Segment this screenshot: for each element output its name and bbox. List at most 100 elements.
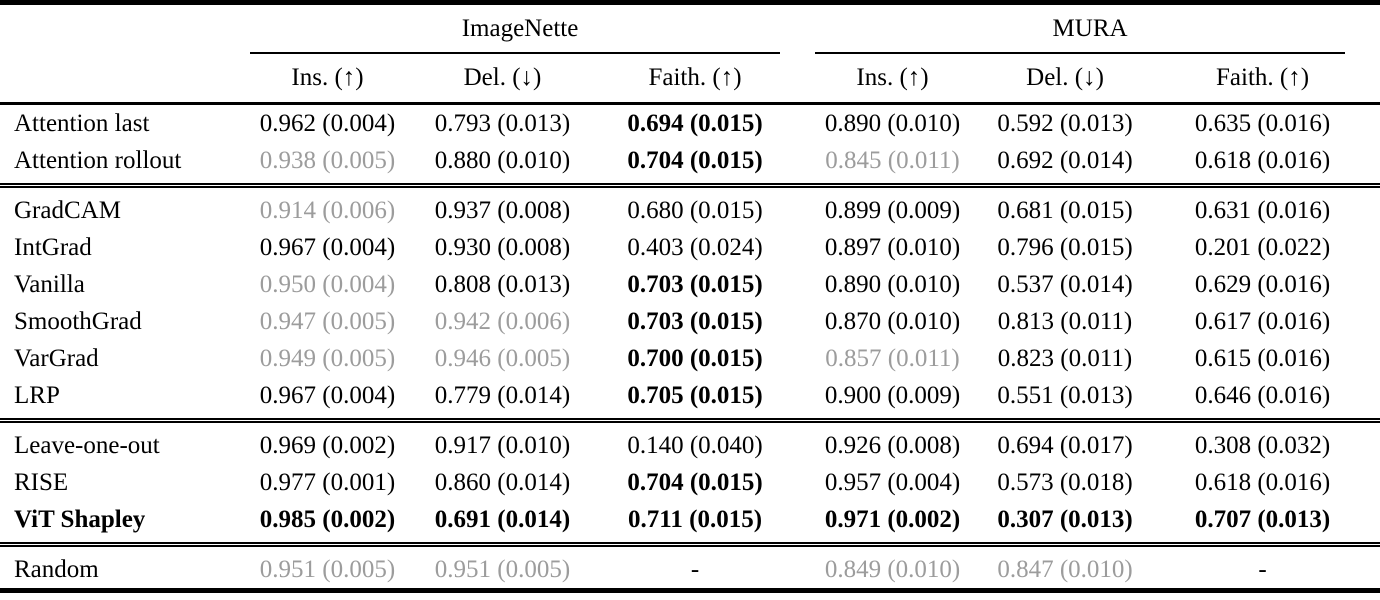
metric-value-cell: 0.551 (0.013): [997, 381, 1133, 409]
metric-value-cell: 0.950 (0.004): [259, 270, 396, 298]
metric-value-cell: 0.694 (0.017): [997, 431, 1133, 459]
metric-value-cell: 0.618 (0.016): [1194, 146, 1331, 174]
metric-value-cell: 0.985 (0.002): [259, 505, 396, 533]
metric-value-cell: 0.592 (0.013): [997, 109, 1133, 137]
method-label: Attention last: [14, 109, 150, 137]
metric-value-cell: 0.951 (0.005): [434, 555, 571, 583]
metric-value-cell: 0.618 (0.016): [1194, 468, 1331, 496]
metric-value-cell: -: [690, 555, 700, 583]
metric-value-cell: 0.967 (0.004): [259, 233, 396, 261]
dataset-label-imagenette: ImageNette: [461, 15, 579, 42]
metric-value-cell: 0.926 (0.008): [824, 431, 961, 459]
metric-value-cell: 0.793 (0.013): [434, 109, 571, 137]
metric-value-cell: 0.967 (0.004): [259, 381, 396, 409]
metric-value-cell: 0.962 (0.004): [259, 109, 396, 137]
metric-value-cell: 0.890 (0.010): [824, 109, 961, 137]
metric-value-cell: 0.808 (0.013): [434, 270, 571, 298]
method-label: IntGrad: [14, 233, 92, 261]
metric-value-cell: 0.899 (0.009): [824, 196, 961, 224]
mura-cmidrule: [815, 52, 1346, 54]
metric-value-cell: 0.308 (0.032): [1194, 431, 1331, 459]
metric-value-cell: 0.691 (0.014): [434, 505, 571, 533]
metric-header-imagenette-deletion: Del. (↓): [415, 54, 590, 105]
table-row: VarGrad 0.949 (0.005) 0.946 (0.005) 0.700 (…: [0, 340, 1380, 377]
dataset-group-mura: MURA: [800, 3, 1380, 54]
metric-value-cell: 0.880 (0.010): [434, 146, 571, 174]
metric-value-cell: 0.930 (0.008): [434, 233, 571, 261]
metric-value-cell: 0.823 (0.011): [997, 344, 1133, 372]
metric-value-cell: 0.938 (0.005): [259, 146, 396, 174]
results-table-body: Attention last 0.962 (0.004) 0.793 (0.013)…: [0, 104, 1380, 591]
metric-value-cell: 0.870 (0.010): [824, 307, 961, 335]
metric-value-cell: 0.914 (0.006): [259, 196, 396, 224]
metric-header-mura-insertion: Ins. (↑): [800, 54, 986, 105]
metric-value-cell: 0.949 (0.005): [259, 344, 396, 372]
metric-value-cell: 0.847 (0.010): [997, 555, 1133, 583]
metric-value-cell: 0.849 (0.010): [824, 555, 961, 583]
group-separator-row: [0, 179, 1380, 192]
metric-value-cell: 0.897 (0.010): [824, 233, 961, 261]
metric-value-cell: 0.857 (0.011): [825, 344, 960, 372]
metric-value-cell: 0.615 (0.016): [1194, 344, 1331, 372]
metric-value-cell: 0.680 (0.015): [627, 196, 763, 224]
method-label: Leave-one-out: [14, 431, 160, 459]
metric-value-cell: 0.707 (0.013): [1194, 505, 1331, 533]
metric-value-cell: 0.796 (0.015): [997, 233, 1133, 261]
method-label: GradCAM: [14, 196, 121, 224]
metric-value-cell: 0.573 (0.018): [997, 468, 1133, 496]
metric-header-mura-faithfulness: Faith. (↑): [1145, 54, 1380, 105]
metric-value-cell: 0.201 (0.022): [1194, 233, 1331, 261]
metric-value-cell: 0.617 (0.016): [1194, 307, 1331, 335]
double-rule: [0, 542, 1380, 547]
metric-value-cell: 0.971 (0.002): [824, 505, 961, 533]
metric-value-cell: 0.631 (0.016): [1194, 196, 1331, 224]
metric-value-cell: 0.646 (0.016): [1194, 381, 1331, 409]
dataset-header-row: ImageNette MURA: [0, 3, 1380, 54]
method-label: Vanilla: [14, 270, 85, 298]
group-separator-row: [0, 414, 1380, 427]
method-label: Attention rollout: [14, 146, 182, 174]
metric-value-cell: 0.703 (0.015): [627, 270, 763, 298]
method-label: Random: [14, 555, 99, 583]
metric-value-cell: 0.681 (0.015): [997, 196, 1133, 224]
metric-header-spacer: [0, 54, 240, 105]
metric-value-cell: 0.704 (0.015): [627, 468, 763, 496]
table-row: Random 0.951 (0.005) 0.951 (0.005) - 0.849 (…: [0, 551, 1380, 591]
table-row: RISE 0.977 (0.001) 0.860 (0.014) 0.704 (0.0…: [0, 464, 1380, 501]
double-rule: [0, 418, 1380, 423]
double-rule: [0, 183, 1380, 188]
metric-value-cell: 0.845 (0.011): [825, 146, 960, 174]
metric-value-cell: 0.140 (0.040): [627, 431, 763, 459]
metric-value-cell: 0.705 (0.015): [627, 381, 763, 409]
metric-value-cell: 0.917 (0.010): [434, 431, 571, 459]
table-row: LRP 0.967 (0.004) 0.779 (0.014) 0.705 (0.01…: [0, 377, 1380, 414]
dataset-label-mura: MURA: [1052, 15, 1128, 42]
metric-value-cell: 0.694 (0.015): [627, 109, 763, 137]
metric-value-cell: 0.969 (0.002): [259, 431, 396, 459]
method-label: VarGrad: [14, 344, 99, 372]
metric-value-cell: 0.937 (0.008): [434, 196, 571, 224]
metric-value-cell: 0.779 (0.014): [434, 381, 571, 409]
table-row: GradCAM 0.914 (0.006) 0.937 (0.008) 0.680 (…: [0, 192, 1380, 229]
metric-value-cell: -: [1258, 555, 1267, 583]
dataset-group-imagenette: ImageNette: [240, 3, 800, 54]
table-row: IntGrad 0.967 (0.004) 0.930 (0.008) 0.403 (…: [0, 229, 1380, 266]
metric-value-cell: 0.700 (0.015): [627, 344, 763, 372]
metric-header-imagenette-insertion: Ins. (↑): [240, 54, 415, 105]
metric-header-mura-deletion: Del. (↓): [985, 54, 1146, 105]
metric-value-cell: 0.890 (0.010): [824, 270, 961, 298]
metric-value-cell: 0.860 (0.014): [434, 468, 571, 496]
metric-value-cell: 0.704 (0.015): [627, 146, 763, 174]
table-row: ViT Shapley 0.985 (0.002) 0.691 (0.014) 0.7…: [0, 501, 1380, 538]
metric-value-cell: 0.951 (0.005): [259, 555, 396, 583]
metric-value-cell: 0.900 (0.009): [824, 381, 961, 409]
metric-value-cell: 0.977 (0.001): [259, 468, 396, 496]
method-label: ViT Shapley: [14, 505, 146, 533]
metric-value-cell: 0.946 (0.005): [434, 344, 571, 372]
group-separator-row: [0, 538, 1380, 551]
metric-header-row: Ins. (↑) Del. (↓) Faith. (↑) Ins. (↑) De…: [0, 54, 1380, 105]
table-row: Attention rollout 0.938 (0.005) 0.880 (0.0…: [0, 142, 1380, 179]
metric-value-cell: 0.692 (0.014): [997, 146, 1133, 174]
metric-value-cell: 0.537 (0.014): [997, 270, 1133, 298]
